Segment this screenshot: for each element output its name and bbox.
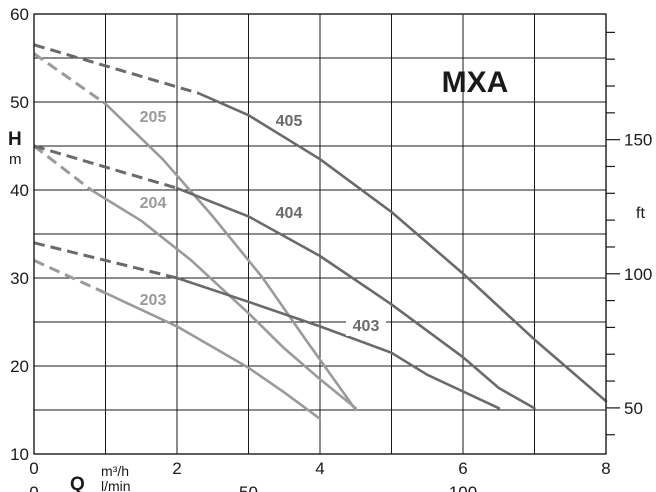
x-tick-label: 6 (458, 459, 467, 478)
y2-tick-label: 100 (624, 265, 652, 284)
curve-204-dashed (33, 144, 93, 192)
x2-tick-label: 100 (449, 483, 477, 492)
x-tick-label: 8 (601, 459, 610, 478)
y-tick-label: 60 (10, 5, 29, 24)
curve-203-line (104, 291, 322, 421)
x2-tick-label: 0 (29, 483, 38, 492)
series-labels: 205 405 204 404 203 403 (140, 109, 386, 336)
y2-axis-label: ft (636, 205, 645, 222)
y-tick-label: 50 (10, 93, 29, 112)
y-tick-label: 40 (10, 181, 29, 200)
x-axis-tick-labels: 0 2 4 6 8 (29, 459, 610, 478)
label-bg-403 (346, 316, 386, 336)
series-label-404: 404 (276, 205, 303, 222)
x-axis-label: Q (70, 474, 85, 492)
pump-curves (33, 43, 608, 421)
curve-205-dashed (33, 52, 107, 106)
curve-404-dashed (33, 144, 178, 190)
series-label-204: 204 (140, 195, 167, 212)
y2-tick-label: 50 (624, 399, 643, 418)
curve-404-line (175, 186, 536, 410)
x2-axis-tick-labels: 0 50 100 (29, 483, 477, 492)
right-axis-ticks (606, 31, 620, 436)
y-tick-label: 30 (10, 269, 29, 288)
chart-title: MXA (442, 66, 509, 99)
series-label-405: 405 (276, 113, 303, 130)
y-axis-unit: m (9, 151, 22, 168)
series-label-203: 203 (140, 292, 167, 309)
curve-203-dashed (33, 259, 107, 295)
curve-403-dashed (33, 241, 178, 280)
y2-axis-tick-labels: 50 100 150 (624, 131, 652, 418)
grid-lines (34, 14, 606, 454)
x-axis-unit-lmin: l/min (101, 478, 131, 492)
x-tick-label: 4 (315, 459, 324, 478)
y-axis-tick-labels: 10 20 30 40 50 60 (10, 5, 29, 464)
curve-403-line (175, 276, 501, 410)
y-axis-label: H (8, 129, 22, 150)
x-tick-label: 2 (172, 459, 181, 478)
curve-204-line (89, 188, 358, 410)
x-tick-label: 0 (29, 459, 38, 478)
curve-405-dashed (33, 43, 199, 95)
series-label-205: 205 (140, 109, 167, 126)
curve-205-line (104, 102, 358, 412)
series-label-403: 403 (353, 318, 380, 335)
x2-tick-label: 50 (239, 483, 258, 492)
x-axis-unit-m3h: m³/h (101, 463, 129, 479)
y-tick-label: 10 (10, 445, 29, 464)
curve-405-line (197, 91, 608, 403)
y-tick-label: 20 (10, 357, 29, 376)
plot-frame (33, 13, 607, 455)
y2-tick-label: 150 (624, 131, 652, 150)
